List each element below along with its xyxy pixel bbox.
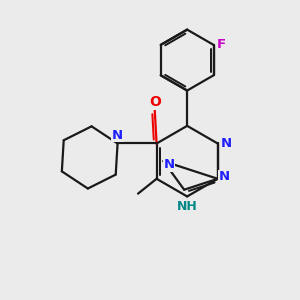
Text: N: N <box>219 170 230 183</box>
Text: NH: NH <box>177 200 197 213</box>
Text: N: N <box>220 137 232 150</box>
Text: N: N <box>164 158 175 171</box>
Text: N: N <box>112 129 123 142</box>
Text: F: F <box>217 38 226 51</box>
Text: O: O <box>149 95 161 109</box>
